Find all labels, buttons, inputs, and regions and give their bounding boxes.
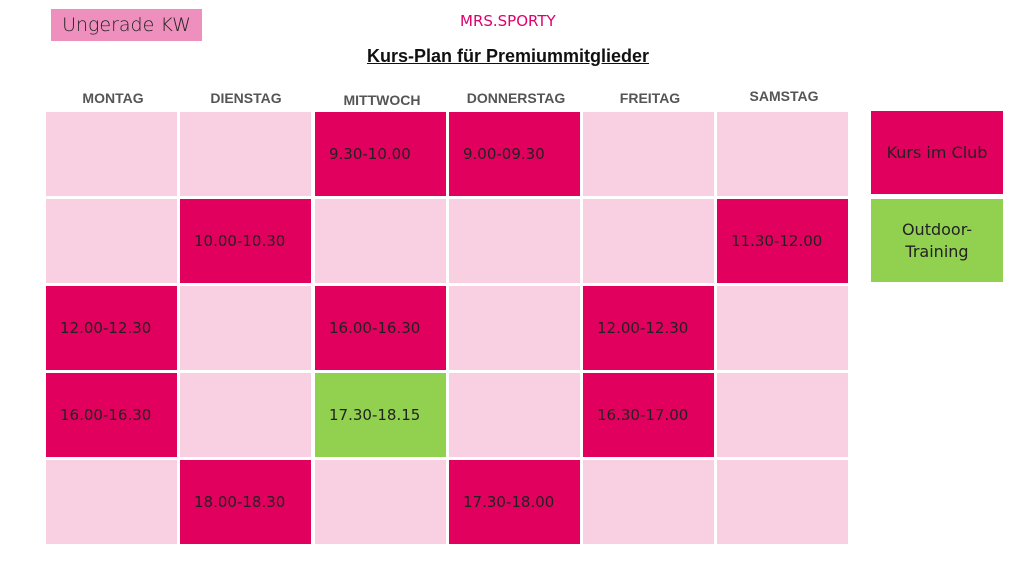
day-header-1: DIENSTAG [210,90,282,106]
schedule-cell-empty [46,199,177,283]
schedule-cell-club: 17.30-18.00 [449,460,580,544]
schedule-cell-club: 18.00-18.30 [180,460,311,544]
day-header-2: MITTWOCH [343,92,421,108]
schedule-cell-club: 16.00-16.30 [46,373,177,457]
schedule-cell-club: 11.30-12.00 [717,199,848,283]
schedule-cell-empty [180,373,311,457]
schedule-cell-club: 9.30-10.00 [315,112,446,196]
schedule-cell-empty [583,199,714,283]
brand-label: MRS.SPORTY [460,12,556,30]
schedule-cell-empty [449,286,580,370]
schedule-cell-empty [717,373,848,457]
schedule-cell-club: 16.30-17.00 [583,373,714,457]
day-header-5: SAMSTAG [749,88,819,104]
schedule-cell-club: 9.00-09.30 [449,112,580,196]
day-header-0: MONTAG [82,90,144,106]
schedule-cell-empty [46,460,177,544]
schedule-cell-empty [449,373,580,457]
page-title: Kurs-Plan für Premiummitglieder [366,46,650,66]
schedule-cell-empty [583,460,714,544]
schedule-cell-club: 10.00-10.30 [180,199,311,283]
schedule-cell-empty [449,199,580,283]
schedule-cell-empty [717,112,848,196]
schedule-cell-outdoor: 17.30-18.15 [315,373,446,457]
schedule-cell-empty [315,460,446,544]
legend-club: Kurs im Club [871,111,1003,194]
legend-outdoor: Outdoor- Training [871,199,1003,282]
schedule-cell-club: 12.00-12.30 [583,286,714,370]
schedule-cell-empty [180,286,311,370]
day-header-4: FREITAG [619,90,681,106]
schedule-cell-empty [583,112,714,196]
schedule-cell-club: 16.00-16.30 [315,286,446,370]
schedule-cell-empty [46,112,177,196]
schedule-cell-empty [717,460,848,544]
schedule-cell-empty [315,199,446,283]
day-header-3: DONNERSTAG [466,90,566,106]
schedule-cell-empty [717,286,848,370]
schedule-cell-empty [180,112,311,196]
week-badge: Ungerade KW [51,9,202,41]
schedule-cell-club: 12.00-12.30 [46,286,177,370]
